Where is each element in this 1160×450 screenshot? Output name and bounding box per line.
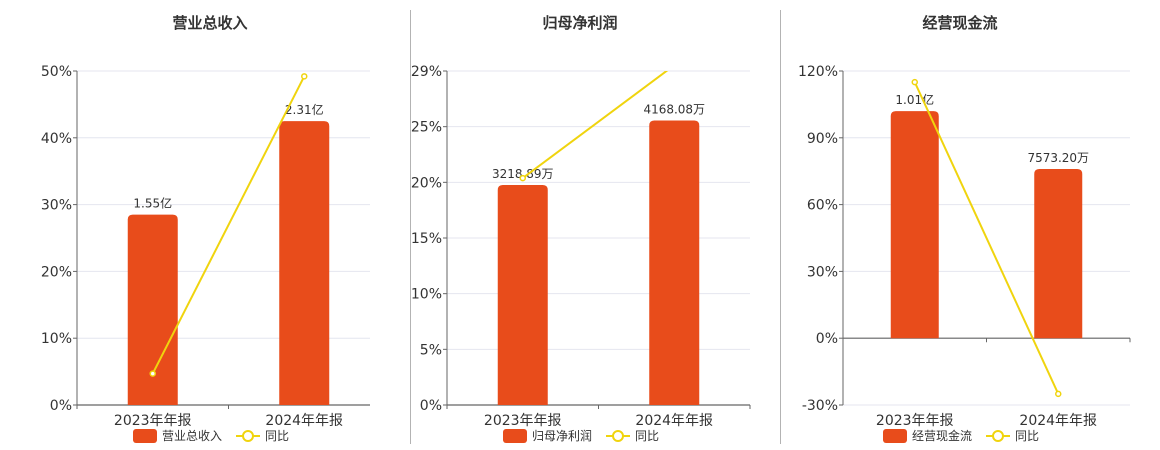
y-tick-label: -30% <box>802 398 838 414</box>
y-tick-label: 40% <box>41 131 72 147</box>
bar-value-label: 3218.89万 <box>492 167 554 181</box>
bar <box>127 214 178 405</box>
bar-value-label: 2.31亿 <box>285 102 324 117</box>
panel-divider <box>410 10 411 444</box>
y-tick-label: 10% <box>411 287 442 303</box>
yoy-point <box>301 73 308 80</box>
y-tick-label: 90% <box>807 131 838 147</box>
y-tick-label: 0% <box>50 398 72 414</box>
bar-value-label: 7573.20万 <box>1027 151 1089 165</box>
legend-line-marker <box>242 430 254 442</box>
y-tick-label: 50% <box>41 64 72 80</box>
x-category-label: 2023年年报 <box>114 413 192 429</box>
yoy-line <box>522 71 669 179</box>
legend-line-marker <box>992 430 1004 442</box>
yoy-point <box>149 370 156 377</box>
y-tick-label: 20% <box>41 264 72 280</box>
y-tick-label: 10% <box>41 331 72 347</box>
net-profit-chart: 归母净利润 0% 5% 10% 15% 20% 25% 29% 3218.89万 4168.08万… <box>411 14 751 443</box>
chart-title: 归母净利润 <box>542 14 617 32</box>
bar-value-label: 4168.08万 <box>643 103 705 117</box>
yoy-point <box>911 78 918 86</box>
y-tick-label: 15% <box>411 231 442 247</box>
y-tick-label: 0% <box>420 398 442 414</box>
legend-line-label: 同比 <box>635 429 659 443</box>
x-category-label: 2024年年报 <box>1019 413 1097 429</box>
y-tick-label: 0% <box>816 331 838 347</box>
bar <box>497 185 548 405</box>
x-category-label: 2024年年报 <box>635 413 713 429</box>
legend-bar-label: 营业总收入 <box>162 429 222 443</box>
y-tick-label: 60% <box>807 198 838 214</box>
x-category-label: 2023年年报 <box>876 413 954 429</box>
legend-line-label: 同比 <box>1015 429 1039 443</box>
yoy-point <box>1055 390 1062 398</box>
legend-bar-swatch <box>883 429 907 443</box>
x-category-label: 2024年年报 <box>265 413 343 429</box>
legend-bar-swatch <box>133 429 157 443</box>
revenue-chart: 营业总收入 0% 10% 20% 30% 40% 50% 1.55亿 2.31亿 2023年年报 2… <box>41 14 370 443</box>
bar <box>649 120 700 405</box>
chart-title: 经营现金流 <box>922 14 997 32</box>
y-tick-label: 30% <box>807 264 838 280</box>
yoy-line <box>913 81 1060 395</box>
bar-value-label: 1.01亿 <box>895 92 934 107</box>
y-tick-label: 5% <box>420 342 442 358</box>
yoy-point <box>519 174 526 182</box>
bar <box>1034 168 1083 339</box>
yoy-line <box>151 75 306 375</box>
bar <box>890 111 939 339</box>
cash-flow-chart: 经营现金流 -30% 0% 30% 60% 90% 120% 1.01亿 7573.20万 202… <box>798 14 1131 443</box>
legend-bar-label: 经营现金流 <box>912 428 972 443</box>
y-tick-label: 25% <box>411 120 442 136</box>
bar-value-label: 1.55亿 <box>133 196 172 211</box>
x-category-label: 2023年年报 <box>484 413 562 429</box>
legend-bar-label: 归母净利润 <box>532 429 592 443</box>
y-tick-label: 29% <box>411 64 442 80</box>
chart-title: 营业总收入 <box>172 14 247 32</box>
legend-bar-swatch <box>503 429 527 443</box>
y-tick-label: 20% <box>411 175 442 191</box>
y-tick-label: 120% <box>798 64 838 80</box>
panel-divider <box>780 10 781 444</box>
legend-line-marker <box>612 430 624 442</box>
bar <box>279 121 330 405</box>
y-tick-label: 30% <box>41 198 72 214</box>
legend-line-label: 同比 <box>265 429 289 443</box>
